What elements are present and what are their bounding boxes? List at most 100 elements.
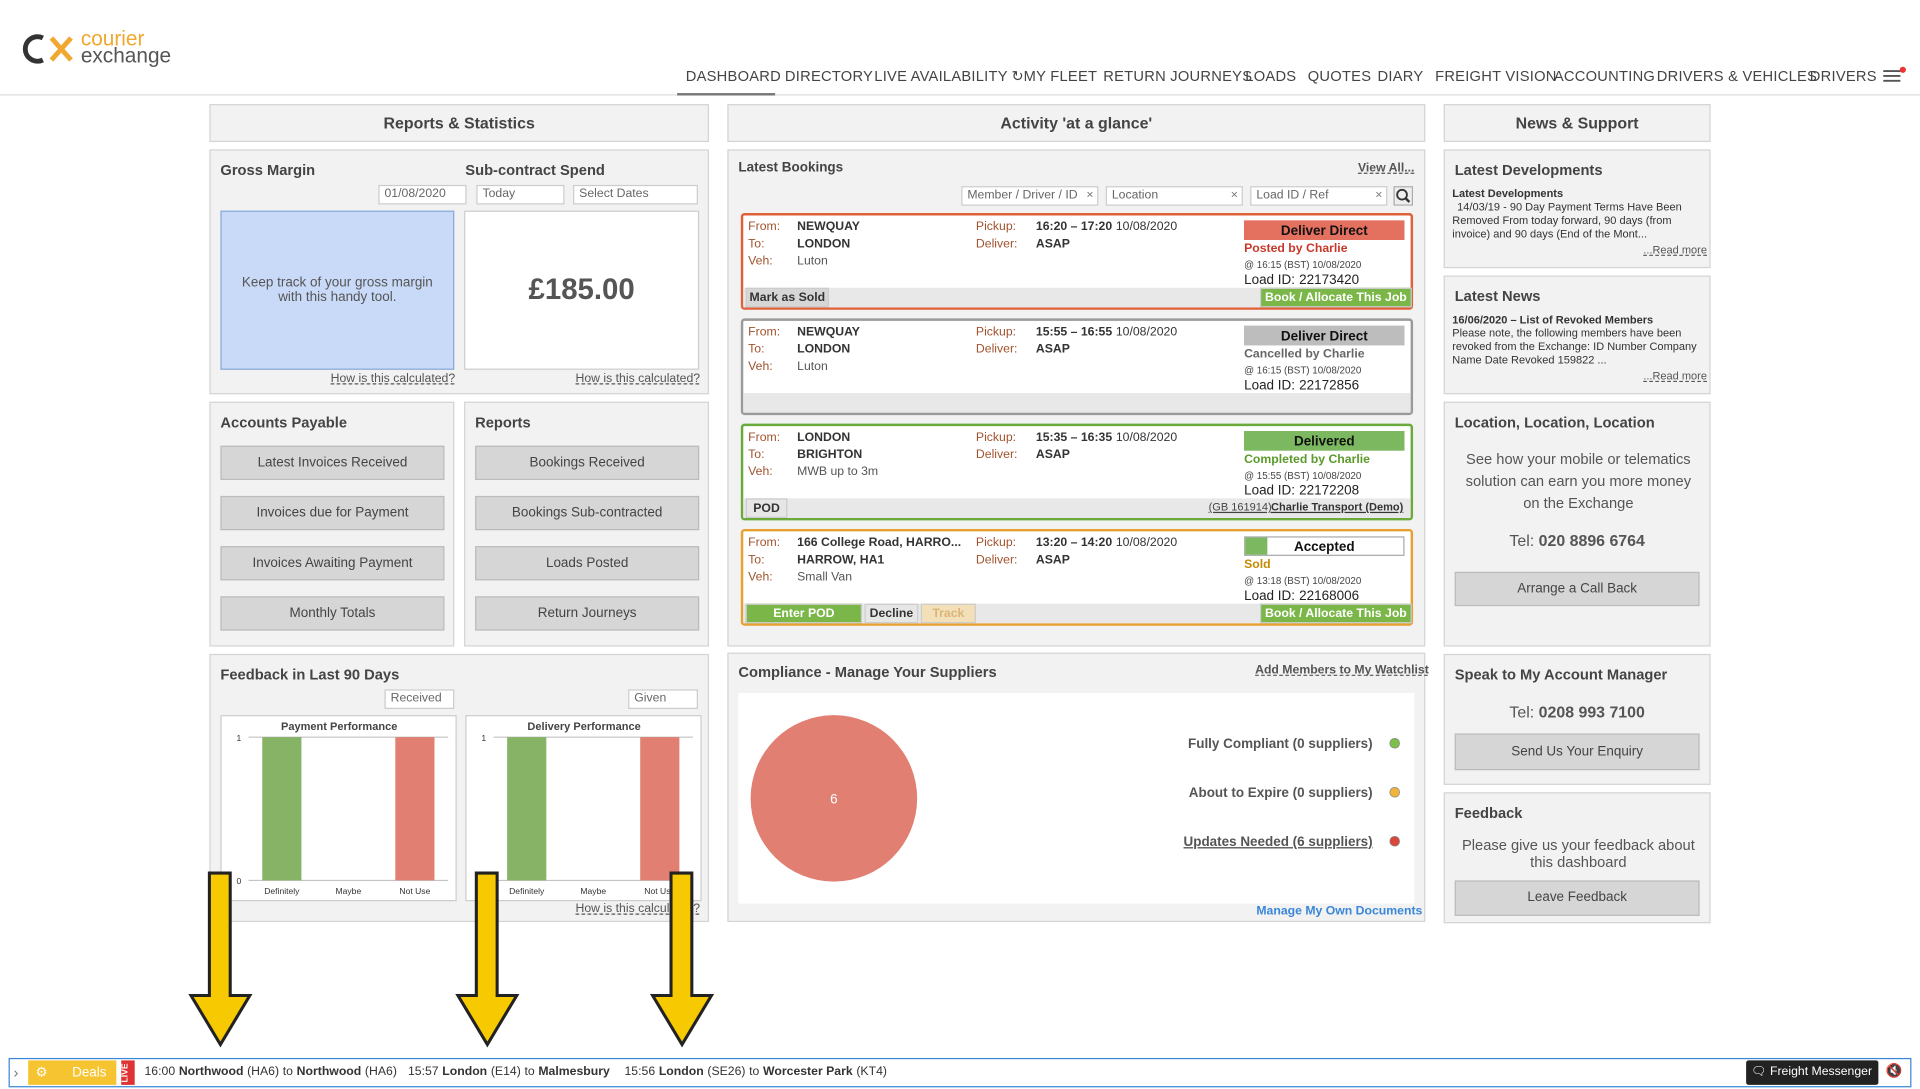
date-input[interactable]: 01/08/2020	[378, 184, 467, 205]
help-link[interactable]: How is this calculated?	[330, 372, 456, 386]
deals-icon: ⚙	[35, 1065, 48, 1081]
deals-button[interactable]: ⚙ Deals	[28, 1060, 117, 1085]
ticker-time: 16:00	[144, 1065, 176, 1079]
button[interactable]: Bookings Sub-contracted	[475, 495, 700, 531]
ticker-toggle[interactable]: ›	[13, 1064, 19, 1082]
nav-item[interactable]: DRIVERS	[1809, 67, 1877, 85]
select[interactable]: Received	[384, 689, 455, 709]
x-tick-label: Definitely	[264, 886, 300, 896]
ticker-postcode: (HA6)	[364, 1065, 397, 1079]
margin-panel: Gross Margin Sub-contract Spend 01/08/20…	[209, 149, 709, 395]
nav-item[interactable]: DIARY	[1377, 67, 1424, 85]
read-more[interactable]: ...Read more	[1643, 369, 1707, 383]
date-input[interactable]: Today	[476, 184, 565, 205]
accounts-payable-panel: Accounts Payable Latest Invoices Receive…	[209, 401, 455, 647]
posted-by: Completed by Charlie	[1244, 453, 1370, 467]
live-ticker: › ⚙ Deals LIVE 16:00 Northwood (HA6) to North…	[8, 1057, 1912, 1088]
field-label: Pickup:	[975, 536, 1017, 550]
card-button[interactable]: Book / Allocate This Job	[1260, 287, 1412, 308]
card-button[interactable]: Track	[920, 603, 976, 624]
help-link[interactable]: How is this calculated?	[575, 902, 701, 916]
field-label: Deliver:	[975, 237, 1018, 252]
button[interactable]: Invoices due for Payment	[220, 495, 445, 531]
chat-icon: 🗨	[1751, 1065, 1767, 1079]
button[interactable]: Arrange a Call Back	[1454, 571, 1700, 607]
ticker-from: Northwood	[178, 1065, 244, 1079]
watchlist-link[interactable]: Add Members to My Watchlist	[1255, 663, 1429, 678]
ticker-time: 15:56	[624, 1065, 656, 1079]
nav-item[interactable]: DASHBOARD	[685, 67, 782, 85]
nav-item[interactable]: QUOTES	[1307, 67, 1372, 85]
messenger-label: Freight Messenger	[1769, 1065, 1873, 1079]
bar	[507, 737, 547, 881]
ticker-postcode: (KT4)	[856, 1065, 887, 1079]
nav-item[interactable]: LOADS	[1245, 67, 1297, 85]
nav-item[interactable]: FREIGHT VISION	[1435, 67, 1557, 85]
menu-icon[interactable]	[1882, 66, 1909, 86]
filter-input[interactable]: Load ID / Ref ×	[1250, 186, 1388, 206]
load-id: Load ID:	[1244, 588, 1296, 604]
select[interactable]: Given	[628, 689, 698, 709]
section-title: Feedback in Last 90 Days	[220, 666, 400, 684]
y-tick-label: 1	[481, 733, 486, 743]
load-id-value: 22172856	[1299, 378, 1360, 394]
nav-item[interactable]: DIRECTORY	[784, 67, 874, 85]
button[interactable]: Monthly Totals	[220, 596, 445, 631]
section-title: Feedback	[1454, 804, 1523, 822]
booking-card: From: 166 College Road, HARRO... To: HARROW…	[740, 528, 1414, 626]
button[interactable]: Bookings Received	[475, 445, 700, 481]
nav-item[interactable]: ACCOUNTING	[1553, 67, 1656, 85]
search-icon[interactable]	[1393, 186, 1414, 206]
card-button[interactable]: POD	[745, 498, 788, 518]
card-button[interactable]: Mark as Sold	[745, 287, 829, 308]
view-all-link[interactable]: View All...	[1357, 161, 1415, 176]
nav-item[interactable]: DRIVERS & VEHICLES	[1656, 67, 1818, 85]
button[interactable]: Loads Posted	[475, 546, 700, 581]
info-text: See how your mobile or telematics soluti…	[1465, 450, 1692, 512]
button[interactable]: Leave Feedback	[1454, 880, 1700, 916]
spend-amount: £185.00	[464, 210, 700, 370]
bar-chart: Payment Performance 0 1 Definitely Maybe Not …	[220, 715, 457, 902]
card-button[interactable]: Book / Allocate This Job	[1260, 603, 1412, 624]
action-bar	[743, 393, 1411, 413]
field-value: LONDON	[797, 431, 851, 445]
button[interactable]: Return Journeys	[475, 596, 700, 631]
nav-item[interactable]: MY FLEET	[1023, 67, 1098, 85]
pickup-date: 10/08/2020	[1115, 536, 1178, 550]
ticker-item[interactable]: 15:57 London (E14) to Malmesbury	[408, 1065, 614, 1078]
messenger-button[interactable]: 🗨 Freight Messenger	[1746, 1060, 1879, 1085]
filter-input[interactable]: Location ×	[1105, 186, 1243, 206]
post-time: @ 13:18 (BST) 10/08/2020	[1244, 575, 1362, 587]
field-value: 13:20 – 14:20 10/08/2020	[1035, 536, 1178, 550]
field-value: 16:20 – 17:20 10/08/2020	[1035, 220, 1178, 234]
ticker-item[interactable]: 15:56 London (SE26) to Worcester Park (KT4)	[624, 1065, 886, 1078]
mute-icon[interactable]: 🔇	[1885, 1064, 1903, 1079]
field-label: From:	[748, 536, 781, 550]
margin-info: Keep track of your gross margin with thi…	[220, 210, 455, 370]
read-more[interactable]: ...Read more	[1643, 243, 1707, 256]
chart-title: Payment Performance	[281, 721, 397, 733]
load-id-value: 22168006	[1299, 588, 1360, 604]
headline: Latest Developments	[1452, 187, 1564, 200]
date-select[interactable]: Select Dates	[573, 184, 698, 205]
documents-link[interactable]: Manage My Own Documents	[1256, 904, 1423, 919]
card-button[interactable]: Decline	[864, 603, 919, 624]
field-label: Deliver:	[975, 553, 1018, 567]
button[interactable]: Latest Invoices Received	[220, 445, 445, 481]
nav-item[interactable]: LIVE AVAILABILITY ↻	[874, 67, 1025, 85]
nav-item[interactable]: RETURN JOURNEYS	[1103, 67, 1253, 85]
ticker-item[interactable]: 16:00 Northwood (HA6) to Northwood (HA6)	[144, 1065, 396, 1078]
company-link[interactable]: Charlie Transport (Demo)	[1271, 500, 1404, 514]
button[interactable]: Invoices Awaiting Payment	[220, 546, 445, 581]
section-title: Latest Developments	[1454, 161, 1603, 179]
status: Accepted	[1244, 536, 1405, 556]
panel-title: Reports & Statistics	[209, 104, 709, 143]
section-title: Reports	[475, 413, 531, 432]
button[interactable]: Send Us Your Enquiry	[1454, 733, 1700, 771]
bar	[640, 737, 680, 881]
field-label: From:	[748, 220, 781, 234]
filter-input[interactable]: Member / Driver / ID ×	[961, 186, 1099, 206]
help-link[interactable]: How is this calculated?	[575, 372, 701, 386]
card-button[interactable]: Enter POD	[745, 603, 863, 624]
pickup-date: 10/08/2020	[1115, 325, 1178, 340]
